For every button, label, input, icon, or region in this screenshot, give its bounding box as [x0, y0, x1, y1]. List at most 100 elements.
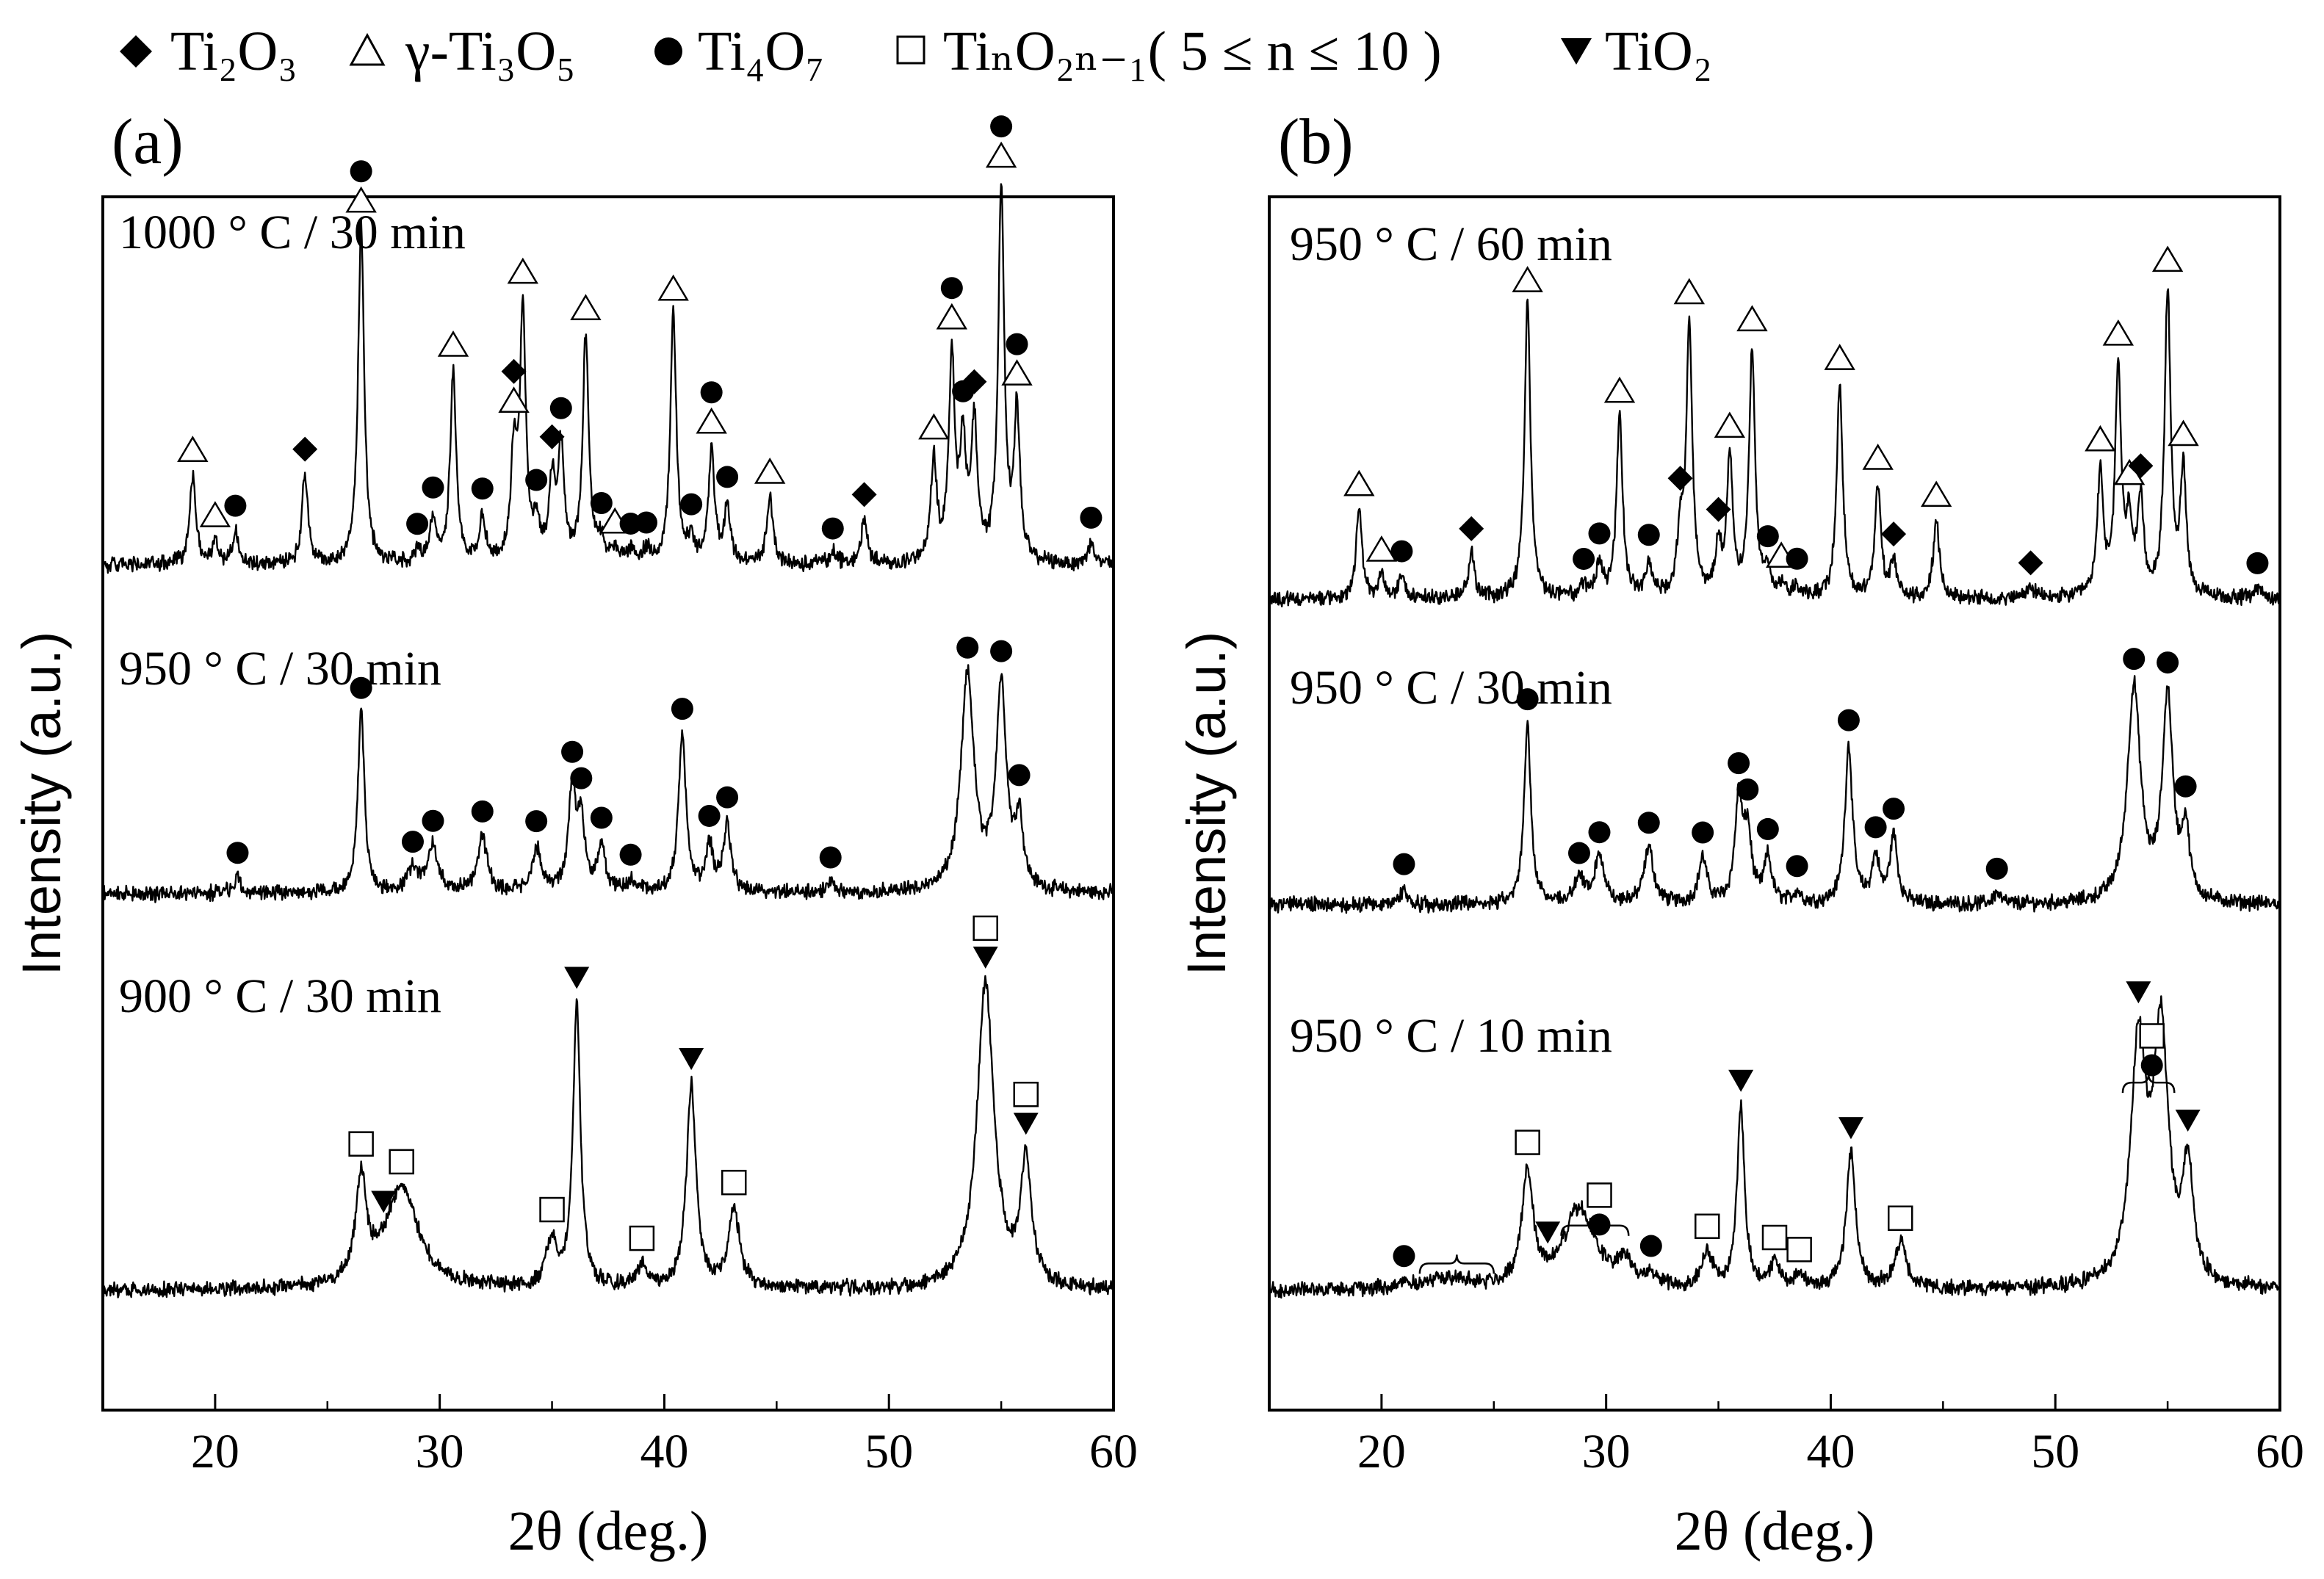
- phase-marker-a-1-circle-9: [619, 843, 642, 866]
- trace-label-b-950c-10min: 950 ° C / 10 min: [1290, 1009, 1612, 1063]
- phase-marker-b-0-triangle-4: [1512, 266, 1543, 292]
- phase-marker-b-1-circle-10: [1837, 709, 1860, 731]
- phase-marker-b-1-circle-5: [1692, 821, 1714, 844]
- phase-marker-b-0-triangle-27: [2168, 419, 2199, 447]
- xrd-trace-a-2: [101, 975, 1114, 1298]
- legend-tino2n-1: TiₙO₂ₙ₋₁( 5 ≤ n ≤ 10 ): [943, 21, 1442, 82]
- phase-marker-b-2-down-triangle-15: [2175, 1109, 2201, 1132]
- legend-triangle-icon: [349, 32, 386, 66]
- panel-label-b: (b): [1278, 106, 1354, 178]
- phase-marker-a-2-square-7: [721, 1169, 747, 1196]
- phase-marker-a-0-circle-19: [619, 512, 642, 535]
- phase-marker-b-0-triangle-26: [2151, 245, 2184, 272]
- phase-marker-b-2-square-1: [1515, 1130, 1540, 1155]
- trace-label-a-1000c-30min: 1000 ° C / 30 min: [119, 206, 466, 259]
- legend-diamond-icon: [120, 35, 152, 68]
- panel-b-plot: 20 30 40 50 60: [1268, 245, 2304, 1478]
- phase-marker-a-0-diamond-33: [961, 369, 987, 394]
- legend-ti4o7: Ti₄O₇: [698, 21, 825, 82]
- phase-marker-a-1-circle-5: [525, 810, 548, 833]
- phase-marker-a-0-triangle-1: [199, 501, 231, 527]
- xrd-trace-a-0: [101, 183, 1115, 574]
- phase-marker-b-0-diamond-21: [2018, 550, 2043, 576]
- phase-marker-a-1-circle-15: [990, 640, 1013, 662]
- phase-marker-b-2-circle-5: [1639, 1235, 1662, 1257]
- phase-marker-a-0-triangle-34: [985, 141, 1017, 168]
- phase-marker-a-0-circle-20: [635, 511, 657, 534]
- legend-circle-icon: [654, 37, 682, 65]
- phase-marker-b-0-circle-28: [2246, 552, 2269, 574]
- panel-a-plot: 20 30 40 50 60: [101, 115, 1138, 1478]
- phase-marker-a-0-circle-17: [590, 491, 613, 514]
- x-tick-label-b-50: 50: [2031, 1425, 2079, 1478]
- phase-marker-b-1-circle-2: [1567, 842, 1590, 864]
- phase-marker-b-1-circle-6: [1728, 752, 1750, 775]
- phase-marker-b-0-triangle-10: [1673, 278, 1705, 305]
- phase-marker-a-2-down-triangle-8: [972, 946, 998, 969]
- phase-marker-a-0-triangle-21: [657, 274, 689, 301]
- legend: Ti₂O₃ γ-Ti₃O₅ Ti₄O₇ TiₙO₂ₙ₋₁( 5 ≤ n ≤ 10…: [120, 21, 1712, 82]
- phase-marker-a-0-circle-13: [525, 469, 548, 491]
- phase-marker-a-1-circle-6: [561, 740, 584, 763]
- phase-marker-a-0-circle-2: [224, 494, 247, 517]
- legend-gamma-ti3o5: γ-Ti₃O₅: [405, 21, 576, 82]
- phase-marker-b-0-circle-14: [1756, 525, 1779, 548]
- phase-marker-b-1-circle-9: [1786, 855, 1808, 878]
- x-tick-label-b-30: 30: [1582, 1425, 1631, 1478]
- phase-marker-a-2-square-3: [539, 1196, 565, 1223]
- phase-marker-a-0-triangle-29: [918, 413, 950, 440]
- x-tick-label-a-30: 30: [416, 1425, 464, 1478]
- phase-marker-b-0-triangle-22: [2085, 424, 2116, 452]
- phase-marker-b-2-down-triangle-10: [1838, 1117, 1863, 1140]
- phase-marker-b-2-down-triangle-12: [2126, 981, 2151, 1004]
- phase-marker-b-2-circle-13: [2140, 1054, 2163, 1077]
- phase-marker-a-1-circle-2: [401, 831, 424, 853]
- phase-marker-a-2-down-triangle-6: [679, 1048, 704, 1071]
- legend-ti2o3: Ti₂O₃: [170, 21, 297, 82]
- phase-marker-a-1-circle-11: [698, 804, 721, 827]
- legend-square-icon: [896, 35, 925, 65]
- phase-marker-b-0-triangle-17: [1824, 344, 1855, 370]
- phase-marker-b-2-square-14: [2139, 1023, 2165, 1049]
- phase-marker-a-0-diamond-28: [851, 482, 877, 507]
- phase-marker-b-0-triangle-20: [1920, 480, 1952, 507]
- x-tick-label-a-50: 50: [865, 1425, 913, 1478]
- phase-marker-b-2-circle-0: [1393, 1245, 1415, 1268]
- phase-marker-a-0-triangle-12: [507, 257, 538, 284]
- phase-marker-a-0-triangle-0: [177, 436, 209, 462]
- phase-marker-a-1-circle-1: [350, 676, 372, 699]
- xrd-trace-b-2: [1268, 995, 2281, 1299]
- x-tick-label-b-20: 20: [1357, 1425, 1406, 1478]
- phase-marker-b-0-circle-5: [1573, 547, 1595, 570]
- phase-marker-b-0-circle-6: [1588, 522, 1611, 545]
- x-axis-title-b: 2θ (deg.): [1675, 1500, 1875, 1562]
- phase-marker-b-2-square-6: [1695, 1213, 1720, 1240]
- phase-marker-b-0-diamond-25: [2128, 453, 2154, 479]
- phase-marker-a-0-triangle-23: [696, 407, 727, 434]
- phase-marker-a-1-circle-12: [716, 786, 739, 809]
- phase-marker-b-0-triangle-1: [1365, 535, 1398, 562]
- phase-marker-a-2-down-triangle-10: [1013, 1113, 1039, 1135]
- phase-marker-b-1-circle-13: [1985, 857, 2008, 880]
- phase-marker-b-2-square-8: [1761, 1224, 1788, 1251]
- phase-marker-a-0-triangle-36: [1001, 359, 1033, 386]
- phase-marker-b-0-diamond-3: [1459, 516, 1484, 541]
- phase-marker-a-0-diamond-14: [539, 424, 565, 449]
- trace-label-b-950c-30min: 950 ° C / 30 min: [1290, 661, 1612, 715]
- phase-marker-a-2-square-11: [1013, 1081, 1039, 1108]
- phase-marker-b-0-triangle-7: [1603, 376, 1636, 403]
- phase-marker-b-0-triangle-12: [1714, 411, 1746, 438]
- phase-marker-a-0-circle-15: [549, 397, 572, 419]
- phase-marker-b-0-triangle-0: [1343, 469, 1375, 496]
- phase-marker-a-0-circle-5: [350, 160, 372, 183]
- legend-down-triangle-icon: [1561, 38, 1592, 65]
- phase-marker-b-2-square-4: [1587, 1182, 1612, 1208]
- phase-marker-a-0-triangle-16: [570, 294, 602, 320]
- y-axis-title-a: Intensity (a.u.): [11, 632, 72, 976]
- phase-marker-a-0-circle-35: [990, 115, 1013, 138]
- x-tick-label-b-40: 40: [1806, 1425, 1855, 1478]
- phase-marker-a-0-circle-7: [422, 476, 444, 499]
- phase-marker-a-0-circle-31: [940, 277, 963, 300]
- phase-marker-b-0-triangle-13: [1736, 305, 1768, 332]
- phase-marker-a-1-circle-8: [590, 806, 613, 829]
